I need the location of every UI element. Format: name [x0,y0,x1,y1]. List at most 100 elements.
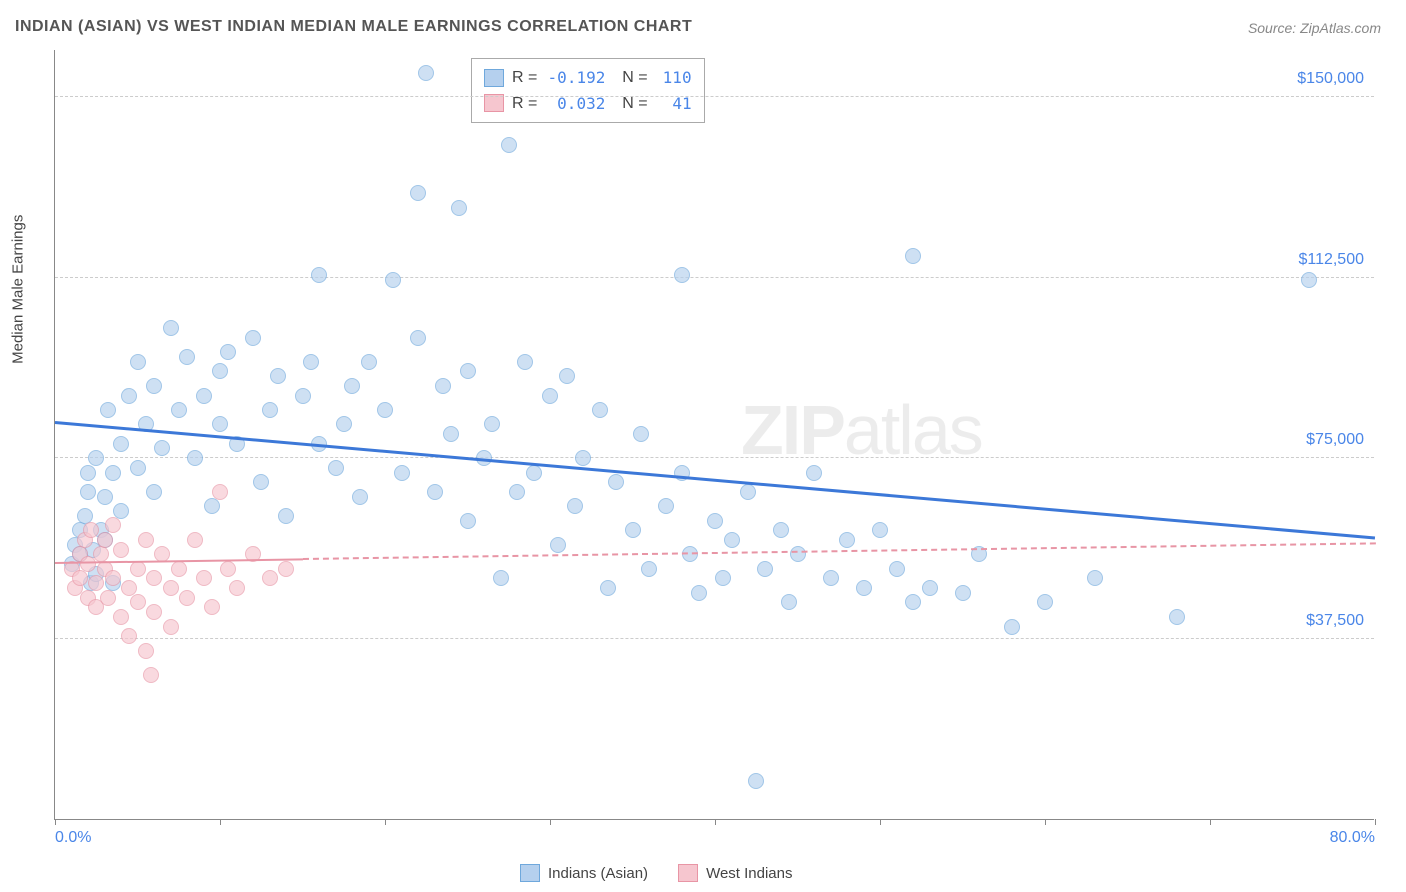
data-point [410,185,426,201]
data-point [105,517,121,533]
data-point [435,378,451,394]
data-point [633,426,649,442]
y-tick-label: $150,000 [1297,70,1364,88]
data-point [1169,609,1185,625]
data-point [262,570,278,586]
x-tick [55,819,56,825]
data-point [163,580,179,596]
data-point [100,402,116,418]
data-point [212,484,228,500]
y-tick-label: $75,000 [1306,431,1364,449]
data-point [658,498,674,514]
data-point [856,580,872,596]
x-tick-label: 80.0% [1330,829,1375,847]
data-point [567,498,583,514]
gridline [55,457,1374,458]
legend-item-indians: Indians (Asian) [520,864,648,882]
data-point [905,248,921,264]
data-point [460,513,476,529]
data-point [955,585,971,601]
stat-n-value: 41 [656,91,692,117]
data-point [179,590,195,606]
data-point [889,561,905,577]
data-point [278,508,294,524]
data-point [427,484,443,500]
data-point [484,416,500,432]
x-tick [1375,819,1376,825]
data-point [278,561,294,577]
data-point [707,513,723,529]
data-point [493,570,509,586]
data-point [138,643,154,659]
data-point [220,344,236,360]
data-point [253,474,269,490]
data-point [1301,272,1317,288]
data-point [748,773,764,789]
data-point [905,594,921,610]
data-point [146,604,162,620]
data-point [163,619,179,635]
data-point [715,570,731,586]
data-point [187,532,203,548]
stats-row: R =0.032 N =41 [484,91,692,117]
gridline [55,638,1374,639]
x-tick-label: 0.0% [55,829,91,847]
x-tick [1210,819,1211,825]
x-tick [550,819,551,825]
stat-r-value: 0.032 [545,91,605,117]
data-point [451,200,467,216]
gridline [55,277,1374,278]
data-point [229,580,245,596]
legend-item-west-indians: West Indians [678,864,792,882]
data-point [130,594,146,610]
data-point [641,561,657,577]
data-point [295,388,311,404]
y-tick-label: $112,500 [1298,251,1364,269]
data-point [625,522,641,538]
stat-r-label: R = [512,65,537,91]
data-point [80,484,96,500]
plot-area: ZIPatlas R =-0.192 N =110R =0.032 N =41 … [54,50,1374,820]
data-point [97,489,113,505]
data-point [740,484,756,500]
data-point [138,532,154,548]
stat-n-value: 110 [656,65,692,91]
data-point [88,575,104,591]
data-point [187,450,203,466]
data-point [130,460,146,476]
data-point [559,368,575,384]
data-point [204,599,220,615]
data-point [171,402,187,418]
data-point [196,570,212,586]
data-point [394,465,410,481]
data-point [542,388,558,404]
data-point [204,498,220,514]
data-point [88,450,104,466]
legend-label-west-indians: West Indians [706,865,792,882]
data-point [270,368,286,384]
data-point [344,378,360,394]
data-point [550,537,566,553]
data-point [526,465,542,481]
data-point [600,580,616,596]
data-point [608,474,624,490]
data-point [460,363,476,379]
data-point [509,484,525,500]
x-tick [880,819,881,825]
data-point [163,320,179,336]
data-point [113,542,129,558]
gridline [55,96,1374,97]
data-point [790,546,806,562]
data-point [1037,594,1053,610]
data-point [517,354,533,370]
data-point [154,440,170,456]
data-point [171,561,187,577]
data-point [130,561,146,577]
data-point [146,378,162,394]
data-point [245,330,261,346]
data-point [143,667,159,683]
data-point [220,561,236,577]
stat-r-label: R = [512,91,537,117]
data-point [501,137,517,153]
data-point [113,609,129,625]
